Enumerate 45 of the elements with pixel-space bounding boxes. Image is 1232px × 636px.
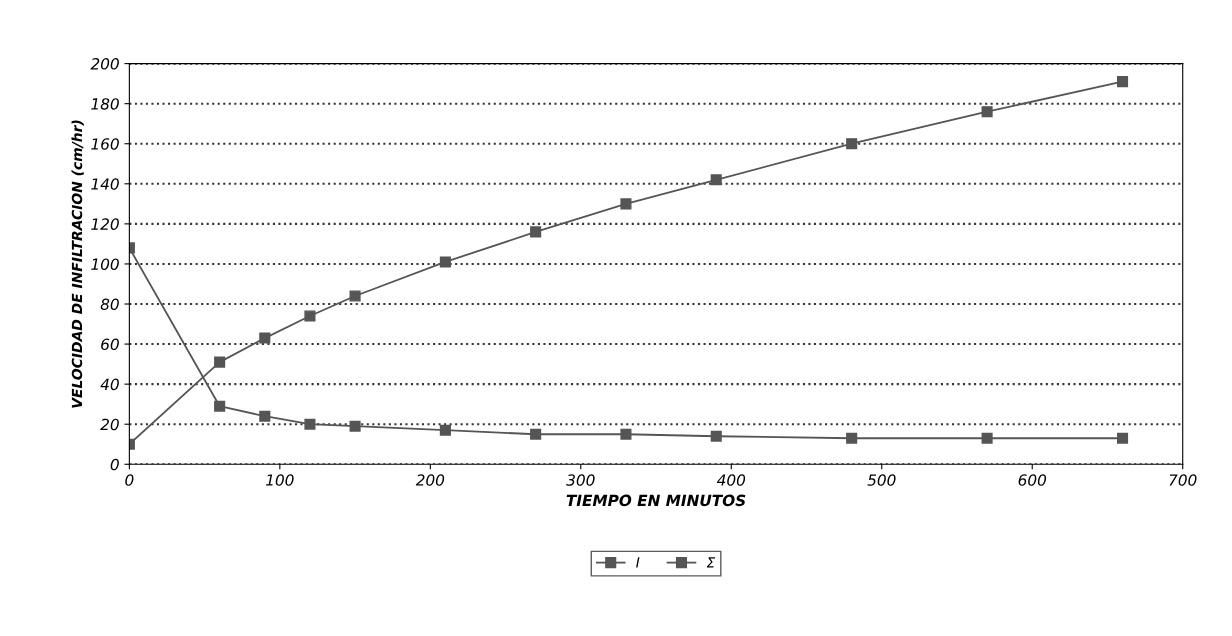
y-tick-label: 40 <box>100 378 119 391</box>
legend-label: Σ <box>706 557 716 568</box>
point <box>620 428 632 440</box>
point <box>349 420 361 432</box>
legend-label: I <box>636 557 640 568</box>
y-tick-label: 160 <box>91 138 119 150</box>
y-tick-label: 100 <box>91 258 119 270</box>
point <box>710 174 722 186</box>
point <box>214 356 226 368</box>
point <box>710 430 722 442</box>
y-axis-title: VELOCIDAD DE INFILTRACION (cm/hr) <box>71 120 84 408</box>
y-tick-label: 80 <box>100 298 119 311</box>
x-tick-label: 400 <box>716 474 746 486</box>
y-tick-label: 140 <box>91 178 119 190</box>
point <box>981 432 993 444</box>
point <box>981 106 993 118</box>
x-tick-label: 500 <box>867 474 896 486</box>
point <box>304 310 316 322</box>
y-tick-label: 20 <box>100 418 119 431</box>
point <box>439 256 451 268</box>
y-tick-label: 200 <box>90 58 119 70</box>
point <box>1116 432 1129 444</box>
point <box>259 332 271 344</box>
x-tick-label: 700 <box>1169 474 1197 486</box>
x-tick-label: 600 <box>1018 474 1047 486</box>
x-tick-label: 200 <box>415 474 445 486</box>
y-tick-label: 60 <box>101 338 119 351</box>
point <box>620 198 632 210</box>
x-tick-label: 0 <box>125 474 134 486</box>
y-tick-label: 120 <box>91 218 119 230</box>
point <box>439 424 451 436</box>
point <box>349 290 361 302</box>
point <box>846 138 858 150</box>
x-tick-label: 300 <box>566 474 595 486</box>
y-tick-label: 180 <box>91 98 119 110</box>
point <box>530 226 542 238</box>
x-tick-label: 100 <box>266 474 294 486</box>
point <box>259 410 271 422</box>
point <box>530 428 542 440</box>
point <box>304 418 316 430</box>
point <box>1116 76 1129 88</box>
point <box>214 400 226 412</box>
y-tick-label: 0 <box>110 458 119 471</box>
point <box>846 432 858 444</box>
x-axis-title: TIEMPO EN MINUTOS <box>566 494 746 507</box>
